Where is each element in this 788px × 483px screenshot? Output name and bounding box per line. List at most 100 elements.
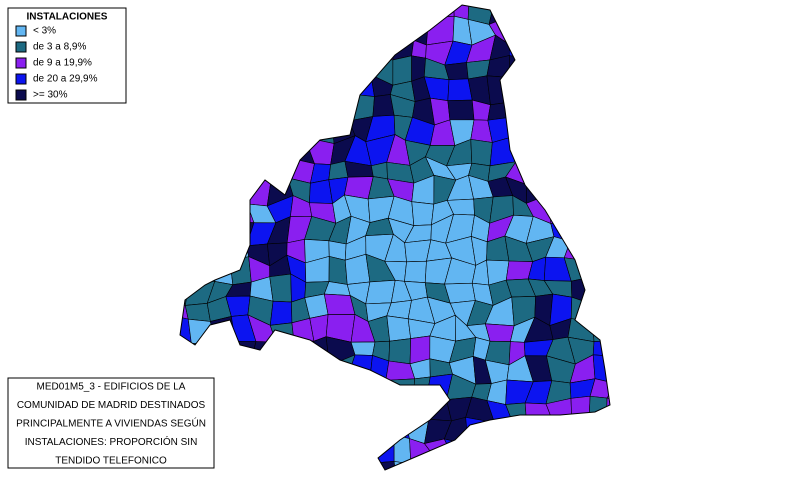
municipality <box>253 115 268 144</box>
municipality <box>271 340 293 364</box>
municipality <box>245 180 271 206</box>
municipality <box>345 35 369 56</box>
municipality <box>305 58 334 84</box>
municipality <box>307 416 331 442</box>
municipality <box>287 124 306 146</box>
municipality <box>547 439 568 463</box>
legend-swatch <box>16 90 26 100</box>
municipality <box>265 115 293 145</box>
legend-label: < 3% <box>33 26 56 37</box>
municipality <box>590 277 613 306</box>
municipality <box>567 436 591 464</box>
municipality <box>555 84 576 101</box>
municipality <box>549 174 573 203</box>
municipality <box>187 158 209 180</box>
municipality <box>206 138 230 164</box>
municipality <box>230 178 247 205</box>
municipality <box>607 299 633 326</box>
municipality <box>208 22 229 46</box>
municipality <box>391 0 411 19</box>
municipality <box>604 435 636 458</box>
municipality <box>571 297 592 322</box>
municipality <box>215 261 233 285</box>
municipality <box>291 19 311 38</box>
municipality <box>366 378 388 401</box>
municipality <box>610 277 628 306</box>
municipality <box>208 39 235 64</box>
municipality <box>613 57 629 76</box>
municipality <box>247 21 274 46</box>
municipality <box>510 77 528 102</box>
municipality <box>509 56 528 81</box>
municipality <box>587 144 611 164</box>
municipality <box>444 439 468 461</box>
municipality <box>613 255 632 284</box>
municipality <box>604 205 628 222</box>
municipality <box>567 421 590 445</box>
municipality <box>607 320 633 344</box>
legend: INSTALACIONES < 3%de 3 a 8,9%de 9 a 19,9… <box>8 8 126 103</box>
municipality <box>394 461 411 478</box>
municipality <box>349 419 368 442</box>
municipality <box>507 17 536 45</box>
municipality <box>593 320 614 342</box>
municipality <box>533 437 552 464</box>
municipality <box>170 216 187 245</box>
municipality <box>167 57 194 82</box>
municipality <box>550 16 574 39</box>
municipality <box>227 355 250 385</box>
municipality <box>265 100 292 124</box>
municipality <box>286 361 308 385</box>
municipality <box>504 436 533 464</box>
municipality <box>250 396 271 424</box>
municipality <box>589 76 615 95</box>
municipality <box>225 454 249 478</box>
municipality <box>426 16 454 45</box>
municipality <box>364 19 395 37</box>
municipality <box>224 120 254 145</box>
municipality <box>309 78 332 104</box>
municipality <box>365 419 394 435</box>
municipality <box>286 340 314 363</box>
municipality <box>589 418 606 436</box>
municipality <box>210 245 236 265</box>
municipality <box>306 460 332 478</box>
municipality <box>189 343 214 364</box>
municipality <box>608 175 633 205</box>
municipality <box>507 0 536 21</box>
municipality <box>350 19 368 36</box>
municipality <box>204 102 233 124</box>
legend-title: INSTALACIONES <box>27 12 108 23</box>
municipality <box>488 102 515 120</box>
municipality <box>270 19 293 38</box>
municipality <box>574 84 592 101</box>
municipality <box>188 319 214 343</box>
municipality <box>349 434 365 464</box>
municipality <box>187 177 216 200</box>
municipality <box>445 62 468 79</box>
municipality <box>204 120 230 140</box>
municipality <box>291 34 311 63</box>
municipality <box>567 118 595 144</box>
municipality <box>351 342 375 355</box>
municipality <box>553 156 576 185</box>
municipality <box>592 205 608 222</box>
municipality <box>364 0 394 19</box>
municipality <box>266 77 295 104</box>
municipality <box>292 0 311 23</box>
municipality <box>571 396 590 423</box>
municipality <box>185 138 215 162</box>
municipality <box>533 134 556 158</box>
municipality <box>484 436 513 462</box>
municipality <box>429 0 454 18</box>
municipality <box>292 58 309 84</box>
municipality <box>485 324 514 342</box>
municipality <box>514 136 533 161</box>
municipality <box>606 96 631 124</box>
municipality <box>566 35 592 54</box>
caption-line: PRINCIPALMENTE A VIVIENDAS SEGÚN <box>16 417 206 430</box>
municipality <box>190 264 215 282</box>
municipality <box>448 100 474 120</box>
municipality <box>285 460 306 478</box>
